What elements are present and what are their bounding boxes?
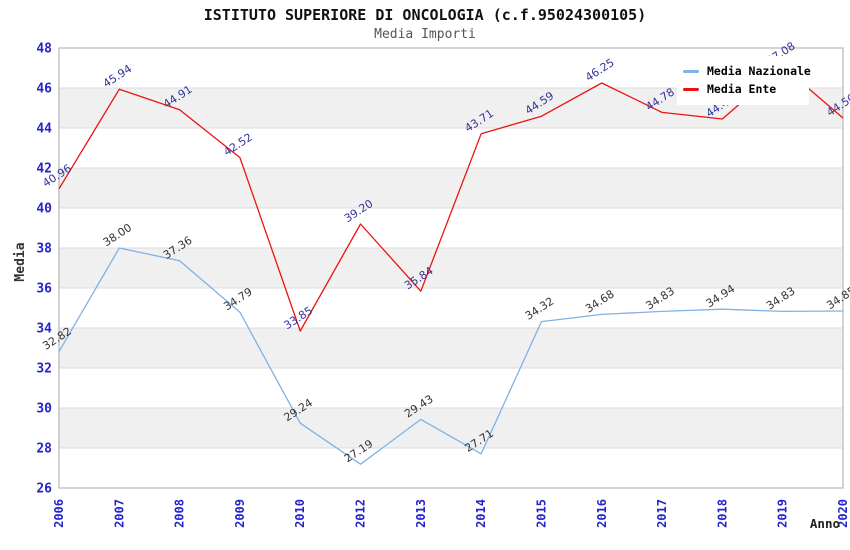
point-value-label: 34.32 [523, 295, 556, 323]
background-band [59, 168, 843, 208]
chart-title: ISTITUTO SUPERIORE DI ONCOLOGIA (c.f.950… [203, 6, 647, 24]
y-tick-label: 36 [36, 282, 52, 297]
point-value-label: 34.68 [583, 287, 616, 315]
background-band [59, 248, 843, 288]
x-tick-label: 2020 [836, 499, 850, 528]
legend-item-media-ente: Media Ente [683, 82, 803, 96]
y-tick-label: 30 [36, 402, 52, 417]
y-tick-label: 32 [36, 362, 52, 377]
y-tick-label: 46 [36, 82, 52, 97]
y-tick-label: 26 [36, 482, 52, 497]
series-line-media-nazionale [58, 247, 844, 465]
point-value-label: 34.79 [221, 285, 254, 313]
y-tick-label: 42 [36, 162, 52, 177]
point-value-label: 34.83 [764, 284, 797, 312]
x-tick-label: 2019 [776, 499, 790, 528]
x-tick-label: 2016 [595, 499, 609, 528]
y-tick-label: 38 [36, 242, 52, 257]
point-value-label: 38.00 [101, 221, 134, 249]
x-tick-label: 2014 [474, 499, 488, 528]
legend-item-media-nazionale: Media Nazionale [683, 64, 811, 78]
y-tick-label: 28 [36, 442, 52, 457]
x-tick-label: 2018 [715, 499, 729, 528]
y-tick-label: 44 [36, 122, 52, 137]
legend-label: Media Ente [707, 82, 777, 96]
x-tick-label: 2008 [173, 499, 187, 528]
point-value-label: 45.94 [101, 62, 134, 90]
legend-label: Media Nazionale [707, 64, 811, 78]
x-tick-label: 2006 [52, 499, 66, 528]
y-axis-title: Media [13, 242, 28, 282]
series-line-media-ente [58, 65, 844, 332]
background-band [59, 408, 843, 448]
x-tick-label: 2009 [233, 499, 247, 528]
y-tick-label: 48 [36, 42, 52, 57]
point-value-label: 46.25 [583, 56, 616, 84]
x-tick-label: 2015 [534, 499, 548, 528]
chart-subtitle: Media Importi [374, 27, 476, 42]
point-value-label: 42.52 [221, 131, 254, 159]
x-tick-label: 2013 [414, 499, 428, 528]
x-axis-title: Anno [809, 516, 840, 531]
media-ente-line-swatch [683, 87, 699, 91]
background-band [59, 328, 843, 368]
y-tick-label: 34 [36, 322, 52, 337]
x-tick-label: 2012 [354, 499, 368, 528]
media-nazionale-line-swatch [683, 69, 699, 73]
x-tick-label: 2010 [293, 499, 307, 528]
y-tick-label: 40 [36, 202, 52, 217]
x-tick-label: 2007 [112, 499, 126, 528]
x-tick-label: 2017 [655, 499, 669, 528]
point-value-label: 34.83 [643, 284, 676, 312]
plot-border [58, 47, 844, 489]
legend-box: Media Nazionale Media Ente [677, 56, 811, 105]
